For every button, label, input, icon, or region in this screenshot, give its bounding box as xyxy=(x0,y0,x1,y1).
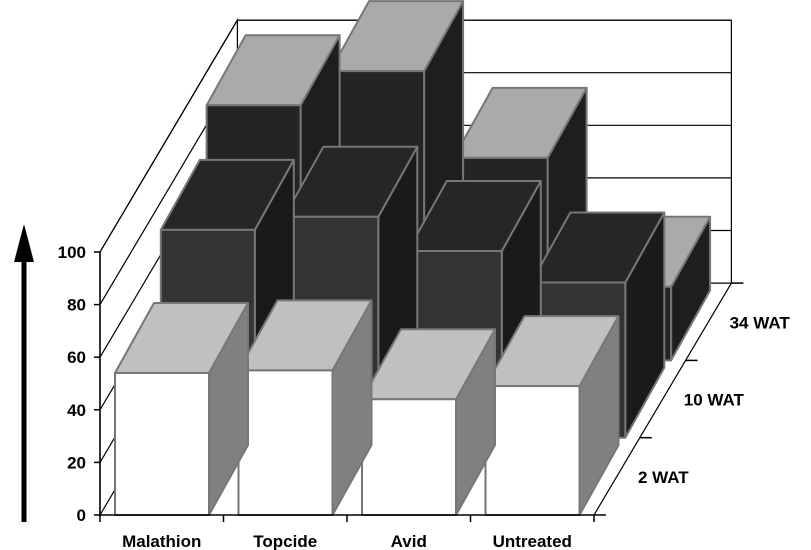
series-label: 10 WAT xyxy=(684,391,745,410)
y-axis-arrow-head xyxy=(14,224,34,262)
bar xyxy=(361,328,496,516)
series-label: 34 WAT xyxy=(730,313,791,332)
bar xyxy=(237,299,373,516)
x-tick-label: Avid xyxy=(391,532,427,550)
chart-axes xyxy=(14,224,744,522)
bar xyxy=(484,315,620,516)
x-tick-label: Topcide xyxy=(253,532,317,550)
bar xyxy=(114,302,249,517)
floor-right-edge xyxy=(593,282,732,516)
bar-front xyxy=(361,398,457,516)
bar-front xyxy=(114,371,210,517)
chart-labels: 0 20 40 60 80 100 Malathion Topcide Avid Untreate… xyxy=(58,243,791,550)
y-tick-label: 100 xyxy=(58,243,86,262)
x-tick-label: Untreated xyxy=(493,532,572,550)
series-label: 2 WAT xyxy=(638,468,689,487)
bar-front xyxy=(237,369,334,516)
y-tick-label: 80 xyxy=(67,296,86,315)
chart-bars xyxy=(114,0,712,517)
bar-front xyxy=(484,385,581,516)
y-tick-label: 60 xyxy=(67,348,86,367)
y-tick-label: 20 xyxy=(67,453,86,472)
x-tick-label: Malathion xyxy=(122,532,201,550)
gridline-side xyxy=(99,19,238,253)
y-tick-label: 0 xyxy=(77,506,86,525)
y-tick-label: 40 xyxy=(67,401,86,420)
